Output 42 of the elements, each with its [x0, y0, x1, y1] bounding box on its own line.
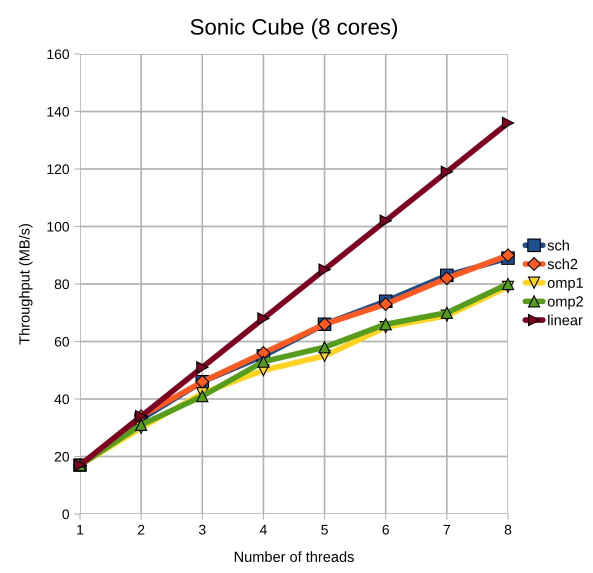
point: [501, 248, 515, 262]
point: [378, 297, 393, 312]
legend-label: omp2: [548, 296, 583, 310]
y-tick-label: 0: [62, 509, 70, 520]
point: [318, 264, 331, 276]
point: [440, 306, 453, 319]
x-tick-label: 5: [321, 524, 328, 535]
point: [257, 356, 270, 368]
x-tick-label: 2: [138, 524, 144, 534]
point: [196, 361, 208, 374]
y-tick-label: 40: [54, 394, 70, 404]
y-tick-label: 100: [47, 222, 70, 232]
point: [502, 278, 514, 290]
y-tick-label: 160: [47, 49, 70, 60]
legend-label: sch: [548, 240, 569, 251]
chart-title: Sonic Cube (8 cores): [190, 18, 397, 40]
y-tick-label: 140: [47, 106, 70, 117]
point: [256, 346, 270, 360]
point: [257, 312, 270, 325]
legend-label: linear: [548, 314, 583, 326]
legend-label: sch2: [548, 258, 578, 270]
x-tick-label: 8: [504, 524, 512, 535]
y-tick-label: 60: [54, 336, 70, 347]
point: [380, 318, 392, 330]
point: [196, 390, 208, 402]
y-axis-title: Throughput (MB/s): [18, 224, 33, 344]
x-tick-label: 4: [260, 524, 267, 534]
point: [502, 116, 514, 130]
point: [318, 341, 331, 354]
point: [380, 214, 392, 227]
x-axis-title: Number of threads: [234, 551, 354, 562]
point: [440, 166, 453, 178]
legend-label: omp1: [548, 278, 583, 291]
x-tick-label: 7: [444, 524, 450, 534]
x-tick-label: 1: [77, 524, 84, 534]
y-tick-label: 120: [47, 164, 70, 174]
y-tick-label: 80: [54, 279, 70, 290]
point: [135, 418, 148, 431]
y-tick-label: 20: [54, 452, 70, 462]
x-tick-label: 3: [198, 524, 206, 535]
point: [440, 271, 454, 286]
x-tick-label: 6: [382, 524, 389, 535]
